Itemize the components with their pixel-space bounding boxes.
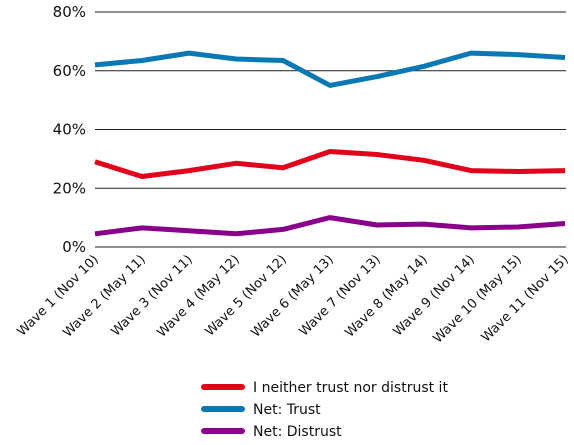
x-axis-tick-labels: Wave 1 (Nov 10)Wave 2 (May 11)Wave 3 (No… — [15, 252, 572, 346]
y-tick-label: 20% — [53, 179, 86, 197]
series-lines — [94, 50, 566, 237]
x-tick-label: Wave 10 (May 15) — [431, 252, 525, 346]
x-tick-label: Wave 6 (May 13) — [248, 252, 336, 340]
legend: I neither trust nor distrust it Net: Trus… — [201, 380, 448, 440]
y-tick-label: 40% — [53, 121, 86, 139]
legend-label: Net: Distrust — [253, 424, 342, 440]
grid-lines — [95, 11, 566, 248]
x-tick-label: Wave 11 (Nov 15) — [479, 252, 572, 345]
y-tick-label: 80% — [53, 3, 86, 21]
y-axis-tick-labels: 0% 20% 40% 60% 80% — [53, 3, 86, 256]
x-tick-label: Wave 5 (Nov 12) — [203, 252, 290, 339]
x-tick-label: Wave 2 (May 11) — [60, 252, 148, 340]
y-tick-label: 60% — [53, 62, 86, 80]
series-line-1 — [94, 50, 566, 88]
x-tick-label: Wave 1 (Nov 10) — [15, 252, 102, 339]
legend-label: I neither trust nor distrust it — [253, 380, 448, 396]
y-tick-label: 0% — [62, 238, 86, 256]
x-tick-label: Wave 9 (Nov 14) — [391, 252, 478, 339]
legend-label: Net: Trust — [253, 402, 321, 418]
series-line-0 — [94, 149, 566, 179]
x-tick-label: Wave 4 (May 12) — [154, 252, 242, 340]
series-line-2 — [94, 215, 566, 237]
x-tick-label: Wave 8 (May 14) — [342, 252, 430, 340]
x-tick-label: Wave 7 (Nov 13) — [297, 252, 384, 339]
x-tick-label: Wave 3 (Nov 11) — [109, 252, 196, 339]
